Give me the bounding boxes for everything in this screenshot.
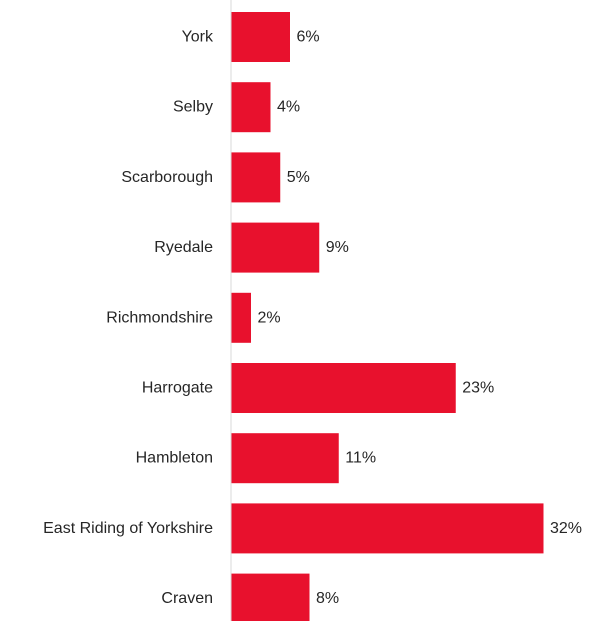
bar-craven: [231, 573, 310, 624]
category-label: Craven: [161, 590, 213, 607]
category-labels-group: York Selby Scarborough Ryedale Richmondshire…: [43, 29, 214, 608]
value-label: 6%: [297, 29, 320, 46]
value-label: 32%: [550, 520, 582, 537]
category-label: Selby: [173, 99, 213, 116]
category-label: Hambleton: [136, 450, 213, 467]
value-label: 4%: [277, 99, 300, 116]
category-label: Ryedale: [154, 239, 213, 256]
category-label: East Riding of Yorkshire: [43, 520, 213, 537]
bar-harrogate: [231, 363, 456, 413]
value-label: 23%: [462, 380, 494, 397]
category-label: Richmondshire: [106, 309, 213, 326]
category-label: Scarborough: [121, 169, 213, 186]
bar-richmondshire: [231, 292, 251, 343]
bar-selby: [231, 82, 271, 133]
value-labels-group: 6% 4% 5% 9% 2% 23% 11% 32% 8%: [258, 29, 583, 608]
bar-hambleton: [231, 433, 339, 484]
value-label: 9%: [326, 239, 349, 256]
bar-ryedale: [231, 222, 320, 273]
bar-east-riding-of-yorkshire: [231, 503, 544, 554]
bar-york: [231, 12, 290, 62]
bars-group: [231, 12, 544, 624]
value-label: 5%: [287, 169, 310, 186]
bar-scarborough: [231, 152, 281, 203]
value-label: 11%: [345, 450, 376, 467]
category-label: York: [182, 29, 214, 46]
value-label: 8%: [316, 590, 339, 607]
category-label: Harrogate: [142, 380, 213, 397]
value-label: 2%: [258, 309, 281, 326]
